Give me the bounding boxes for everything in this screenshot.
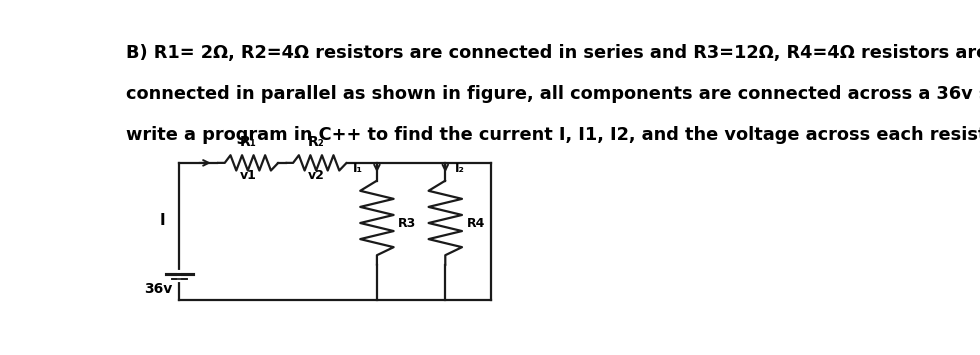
Text: R4: R4 — [466, 217, 485, 230]
Text: v2: v2 — [308, 169, 324, 182]
Text: connected in parallel as shown in figure, all components are connected across a : connected in parallel as shown in figure… — [126, 85, 980, 103]
Text: I₁: I₁ — [353, 162, 364, 175]
Text: R₁: R₁ — [239, 135, 256, 149]
Text: v1: v1 — [239, 169, 256, 182]
Text: R3: R3 — [398, 217, 416, 230]
Text: I₂: I₂ — [455, 162, 465, 175]
Text: B) R1= 2Ω, R2=4Ω resistors are connected in series and R3=12Ω, R4=4Ω resistors a: B) R1= 2Ω, R2=4Ω resistors are connected… — [126, 44, 980, 62]
Text: R₂: R₂ — [308, 135, 324, 149]
Text: 36v: 36v — [144, 282, 172, 296]
Text: write a program in C++ to find the current I, I1, I2, and the voltage across eac: write a program in C++ to find the curre… — [126, 126, 980, 144]
Text: I: I — [160, 213, 166, 228]
